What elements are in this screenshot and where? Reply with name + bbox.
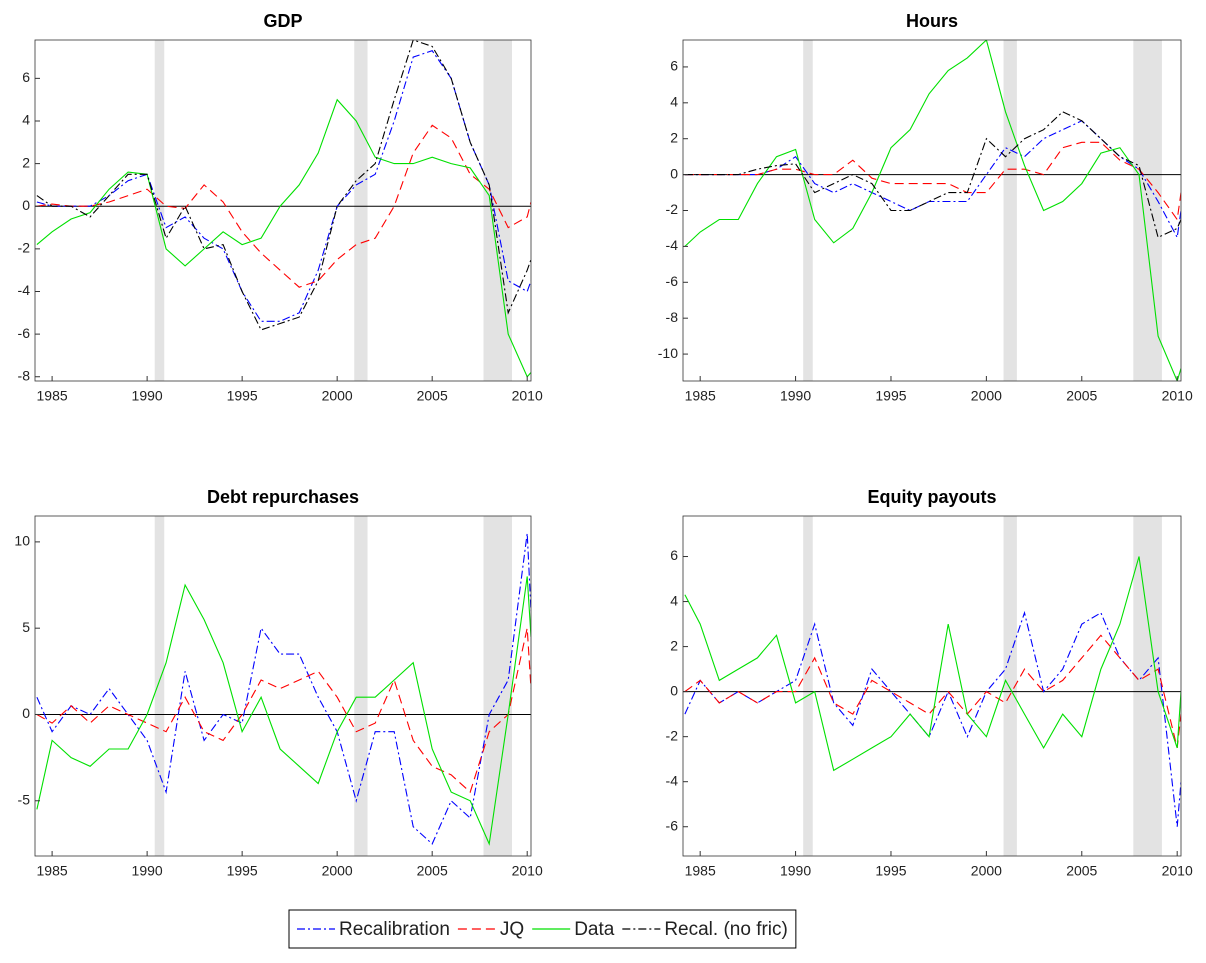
x-tick-label: 2010 — [1162, 388, 1193, 404]
x-tick-label: 2010 — [1162, 863, 1193, 879]
x-tick-label: 2010 — [512, 388, 543, 404]
x-tick-label: 1990 — [780, 388, 811, 404]
panel: 1985 1990 1995 2000 2005 2010 -8 -6 -4 -2 0 2 4 6 GDP — [18, 11, 543, 404]
y-tick-label: 4 — [670, 592, 678, 608]
x-tick-label: 2000 — [971, 863, 1002, 879]
y-tick-label: 2 — [670, 637, 678, 653]
series-line — [684, 120, 1181, 240]
x-tick-label: 1990 — [132, 388, 163, 404]
x-tick-label: 1985 — [685, 863, 716, 879]
y-tick-label: 4 — [670, 94, 678, 110]
y-tick-label: 4 — [22, 112, 30, 128]
x-tick-label: 1990 — [132, 863, 163, 879]
legend-label: JQ — [500, 919, 524, 940]
x-tick-label: 1995 — [227, 388, 258, 404]
y-tick-label: 6 — [670, 547, 678, 563]
recession-band — [154, 40, 165, 381]
recession-band — [1003, 40, 1017, 381]
axes-box — [34, 515, 532, 857]
legend-label: Recal. (no fric) — [664, 919, 788, 940]
y-tick-label: -2 — [18, 240, 31, 256]
panel: 1985 1990 1995 2000 2005 2010 -6 -4 -2 0 2 4 6 Equity… — [666, 487, 1193, 879]
x-tick-label: 1995 — [227, 863, 258, 879]
y-tick-label: -2 — [666, 727, 679, 743]
recession-band — [1003, 516, 1017, 856]
series-line — [36, 98, 531, 378]
y-tick-label: 0 — [22, 197, 30, 213]
y-tick-label: 0 — [670, 165, 678, 181]
y-tick-label: 10 — [14, 533, 30, 549]
legend-label: Data — [574, 919, 615, 940]
x-tick-label: 2000 — [322, 863, 353, 879]
legend: Recalibration JQ Data Recal. (no fric) — [288, 909, 797, 949]
y-tick-label: -4 — [666, 772, 679, 788]
series-line — [684, 111, 1181, 239]
y-tick-label: -10 — [658, 345, 678, 361]
series-line — [684, 556, 1181, 772]
y-tick-label: 0 — [670, 682, 678, 698]
recession-band — [803, 516, 813, 856]
recession-band — [154, 516, 165, 856]
x-tick-label: 2005 — [1066, 388, 1097, 404]
y-tick-label: 5 — [22, 619, 30, 635]
series-line — [36, 50, 531, 322]
chart-title: Equity payouts — [867, 487, 996, 507]
x-tick-label: 1995 — [875, 388, 906, 404]
series-line — [36, 533, 531, 845]
axes-box — [682, 39, 1182, 382]
x-tick-label: 2010 — [512, 863, 543, 879]
series-line — [684, 141, 1181, 221]
y-tick-label: 0 — [22, 705, 30, 721]
y-tick-label: 6 — [670, 58, 678, 74]
series-line — [684, 610, 1181, 827]
axes-box — [34, 39, 532, 382]
series-line — [36, 628, 531, 794]
recession-band — [354, 40, 368, 381]
y-tick-label: -5 — [18, 791, 31, 807]
series-line — [36, 40, 531, 331]
x-tick-label: 2005 — [417, 388, 448, 404]
y-tick-label: 2 — [670, 129, 678, 145]
recession-band — [803, 40, 813, 381]
recession-band — [354, 516, 368, 856]
x-tick-label: 2000 — [971, 388, 1002, 404]
y-tick-label: -8 — [666, 309, 679, 325]
chart-title: Hours — [906, 11, 958, 31]
x-tick-label: 2005 — [417, 863, 448, 879]
x-tick-label: 1990 — [780, 863, 811, 879]
y-tick-label: -6 — [18, 325, 31, 341]
x-tick-label: 2005 — [1066, 863, 1097, 879]
y-tick-label: 6 — [22, 69, 30, 85]
y-tick-label: -8 — [18, 367, 31, 383]
panel: 1985 1990 1995 2000 2005 2010 -5 0 5 10 Debt repur… — [14, 487, 543, 879]
x-tick-label: 1995 — [875, 863, 906, 879]
chart-title: Debt repurchases — [207, 487, 359, 507]
panel: 1985 1990 1995 2000 2005 2010 -10 -8 -6 -4 -2 0 2 4 6 H… — [658, 11, 1193, 404]
y-tick-label: -4 — [18, 282, 31, 298]
series-line — [36, 124, 531, 288]
series-line — [684, 40, 1181, 381]
y-tick-label: -2 — [666, 201, 679, 217]
x-tick-label: 1985 — [37, 863, 68, 879]
recession-band — [483, 516, 512, 856]
y-tick-label: -6 — [666, 273, 679, 289]
x-tick-label: 1985 — [685, 388, 716, 404]
x-tick-label: 2000 — [322, 388, 353, 404]
y-tick-label: 2 — [22, 154, 30, 170]
axes-box — [682, 515, 1182, 857]
x-tick-label: 1985 — [37, 388, 68, 404]
y-tick-label: -6 — [666, 817, 679, 833]
y-tick-label: -4 — [666, 237, 679, 253]
series-line — [36, 576, 531, 846]
chart-title: GDP — [263, 11, 302, 31]
legend-label: Recalibration — [339, 919, 450, 940]
